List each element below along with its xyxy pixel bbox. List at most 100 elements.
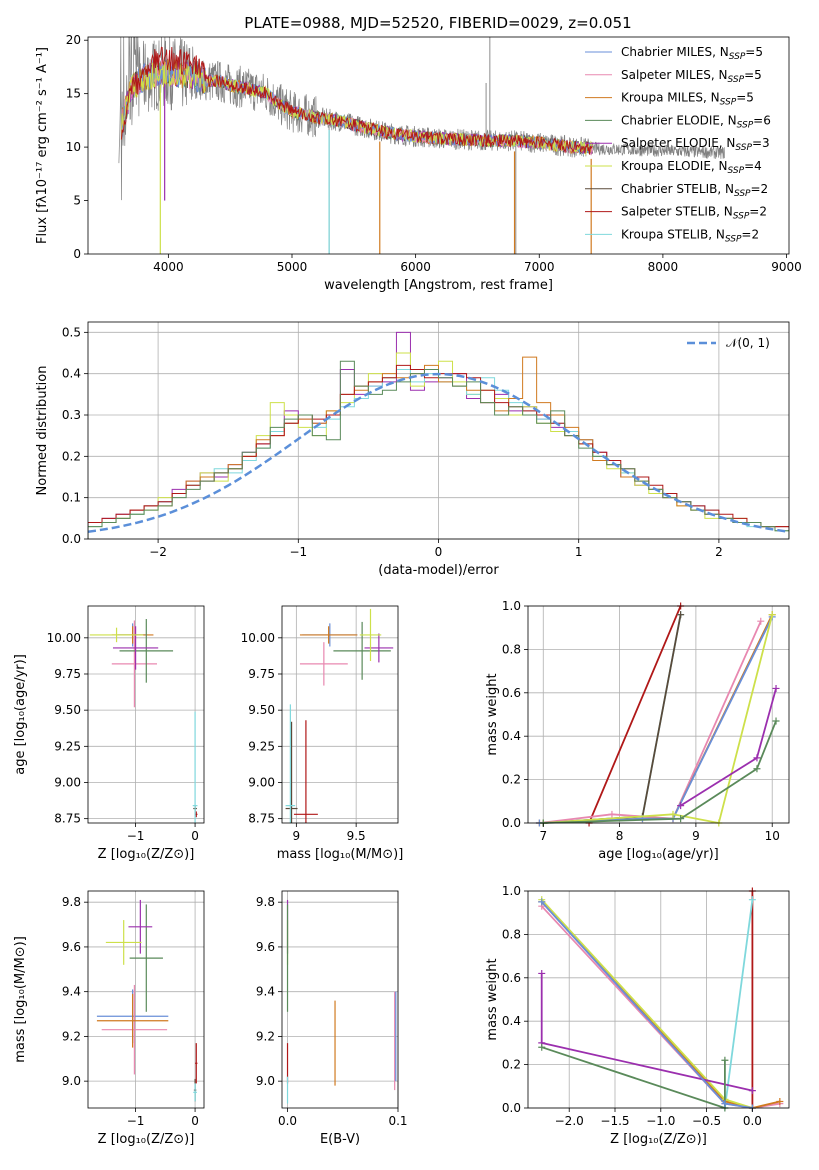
x-tick-label: −2.0 [555,1114,584,1128]
errorbar-plot-area [89,619,198,823]
legend-entry-name: Kroupa ELODIE, N [621,159,728,173]
y-tick-label: 0.2 [502,1058,521,1072]
line-y-axis-label: mass weight [485,958,500,1040]
legend-entry-subscript: SSP [720,98,737,108]
mass-weight-marker [757,617,765,625]
y-tick-label: 0.3 [62,408,81,422]
mass-weight-marker [677,611,685,619]
legend-entry-name: Kroupa MILES, N [621,91,720,105]
x-axis-label: Z [log₁₀(Z/Z⊙)] [98,1132,195,1147]
legend-entry-count: =2 [749,205,767,219]
errorbar-plot-area [286,899,397,1104]
y-tick-label: 20 [66,33,81,47]
legend-entry-count: =2 [751,182,769,196]
y-tick-label: 10 [66,140,81,154]
x-axis-label: Z [log₁₀(Z/Z⊙)] [610,1132,707,1147]
mass-weight-line [588,605,682,824]
errorbar-y-axis-label: age [log₁₀(age/yr)] [13,654,28,775]
x-tick-label: −2 [149,545,167,559]
y-tick-label: 9.0 [62,1074,81,1088]
x-tick-label: −1 [127,1114,145,1128]
x-tick-label: 0.0 [743,1114,762,1128]
legend-entry-label: Chabrier ELODIE, NSSP=6 [621,113,771,130]
legend-entry-label: Salpeter MILES, NSSP=5 [621,68,762,85]
legend-entry-count: =4 [744,159,762,173]
spectrum-title: PLATE=0988, MJD=52520, FIBERID=0029, z=0… [244,14,631,32]
x-tick-label: −1.0 [646,1114,675,1128]
x-tick-label: 9.5 [347,829,366,843]
mass-weight-marker [753,754,761,762]
legend-entry-count: =2 [741,227,759,241]
legend-entry-subscript: SSP [725,234,742,244]
axes-frame [281,890,399,1109]
spectrum-plot-area [118,37,725,254]
x-axis-label: (data-model)/error [378,563,499,578]
x-tick-label: 1 [575,545,583,559]
legend-entry-label: Chabrier STELIB, NSSP=2 [621,182,768,199]
y-tick-label: 0.4 [502,729,521,743]
legend-entry-label: Salpeter STELIB, NSSP=2 [621,205,767,222]
x-axis-label: wavelength [Angstrom, rest frame] [324,278,553,293]
x-tick-label: 8000 [648,260,679,274]
x-axis-label: Z [log₁₀(Z/Z⊙)] [98,847,195,862]
legend-entry-name: Chabrier ELODIE, N [621,113,737,127]
x-tick-label: 7 [539,829,547,843]
legend-entry-count: =6 [753,113,771,127]
axes-frame [87,36,790,255]
y-tick-label: 0.6 [502,686,521,700]
x-tick-label: 7000 [524,260,555,274]
y-tick-label: 0.0 [62,532,81,546]
spectrum-model-line [120,46,593,155]
y-tick-label: 9.2 [62,1029,81,1043]
mass-weight-marker [768,611,776,619]
legend-entry-label: Kroupa MILES, NSSP=5 [621,91,754,108]
legend-entry-subscript: SSP [728,75,745,85]
line-plot-area [535,602,780,827]
legend-entry-name: Kroupa STELIB, N [621,227,725,241]
y-tick-label: 9.25 [248,739,275,753]
legend-entry-subscript: SSP [737,120,754,130]
plot-layer: 4000 5000 6000 7000 8000 900005101520waveleng… [13,33,802,1147]
x-tick-label: 9 [293,829,301,843]
y-tick-label: 5 [73,194,81,208]
y-tick-label: 0 [73,247,81,261]
spectrum-y-axis-label: Flux [fλ10⁻¹⁷ erg cm⁻² s⁻¹ A⁻¹] [35,47,50,244]
y-tick-label: 9.00 [54,775,81,789]
hist-plot-area [88,331,789,539]
mass-weight-marker [677,815,685,823]
y-tick-label: 8.75 [248,812,275,826]
line-plot-area [538,887,784,1112]
legend-entry-name: Chabrier MILES, N [621,45,729,59]
y-tick-label: 9.4 [256,985,275,999]
y-tick-label: 9.50 [54,703,81,717]
mass-weight-line [543,614,774,825]
axes-frame [281,605,399,824]
legend-entry-label: Chabrier MILES, NSSP=5 [621,45,763,62]
legend-entry-name: Salpeter STELIB, N [621,205,733,219]
axes-frame [87,890,205,1109]
line-y-axis-label: mass weight [485,673,500,755]
x-tick-label: 0 [191,829,199,843]
y-tick-label: 10.00 [241,631,275,645]
x-axis-label: age [log₁₀(age/yr)] [598,847,719,862]
y-tick-label: 9.8 [62,895,81,909]
mass-weight-marker [753,765,761,773]
x-tick-label: 9 [692,829,700,843]
y-tick-label: 9.6 [62,940,81,954]
mass-weight-marker [776,1097,784,1105]
legend-entry-name: Chabrier STELIB, N [621,182,734,196]
legend-entry-count: =5 [744,68,762,82]
y-tick-label: 10.00 [47,631,81,645]
legend-entry-label: Kroupa ELODIE, NSSP=4 [621,159,762,176]
x-tick-label: 8 [616,829,624,843]
mass-weight-marker [677,802,685,810]
y-tick-label: 0.0 [502,1101,521,1115]
y-tick-label: 9.00 [248,775,275,789]
legend-entry-label: Salpeter ELODIE, NSSP=3 [621,136,770,153]
y-tick-label: 9.75 [54,667,81,681]
y-tick-label: 0.2 [502,773,521,787]
legend-entry-name: Salpeter MILES, N [621,68,728,82]
legend-entry-subscript: SSP [733,212,750,222]
